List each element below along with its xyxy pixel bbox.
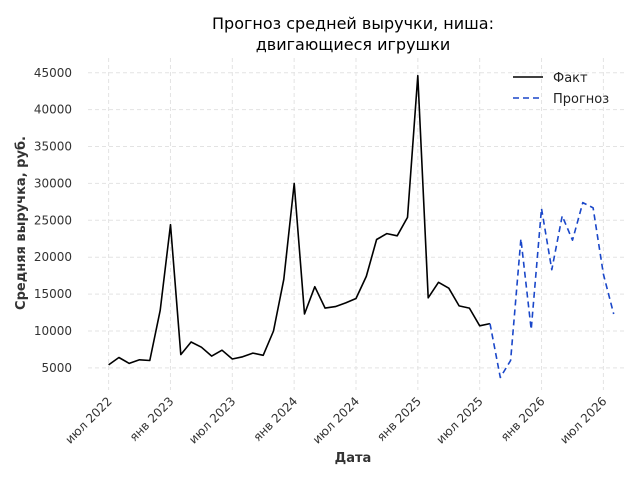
chart-title-line-2: двигающиеся игрушки <box>256 35 451 54</box>
legend: Факт Прогноз <box>513 71 609 107</box>
y-tick-label: 10000 <box>34 324 72 338</box>
series-line-fact <box>108 74 491 366</box>
y-tick-label: 40000 <box>34 103 72 117</box>
legend-label-fact: Факт <box>553 71 588 86</box>
y-tick-label: 45000 <box>34 66 72 80</box>
grid <box>88 58 624 390</box>
y-tick-label: 20000 <box>34 250 72 264</box>
y-axis-ticks: 5000 10000 15000 20000 25000 30000 35000 40000 4… <box>34 66 72 375</box>
series-line-forecast <box>489 201 615 379</box>
y-tick-label: 5000 <box>41 361 72 375</box>
series-lines <box>108 74 615 379</box>
x-axis-label: Дата <box>335 451 372 466</box>
legend-label-forecast: Прогноз <box>553 92 609 107</box>
y-tick-label: 15000 <box>34 287 72 301</box>
chart-title-line-1: Прогноз средней выручки, ниша: <box>212 14 494 33</box>
y-tick-label: 35000 <box>34 140 72 154</box>
y-tick-label: 30000 <box>34 176 72 190</box>
y-axis-label: Средняя выручка, руб. <box>14 136 29 310</box>
y-tick-label: 25000 <box>34 213 72 227</box>
